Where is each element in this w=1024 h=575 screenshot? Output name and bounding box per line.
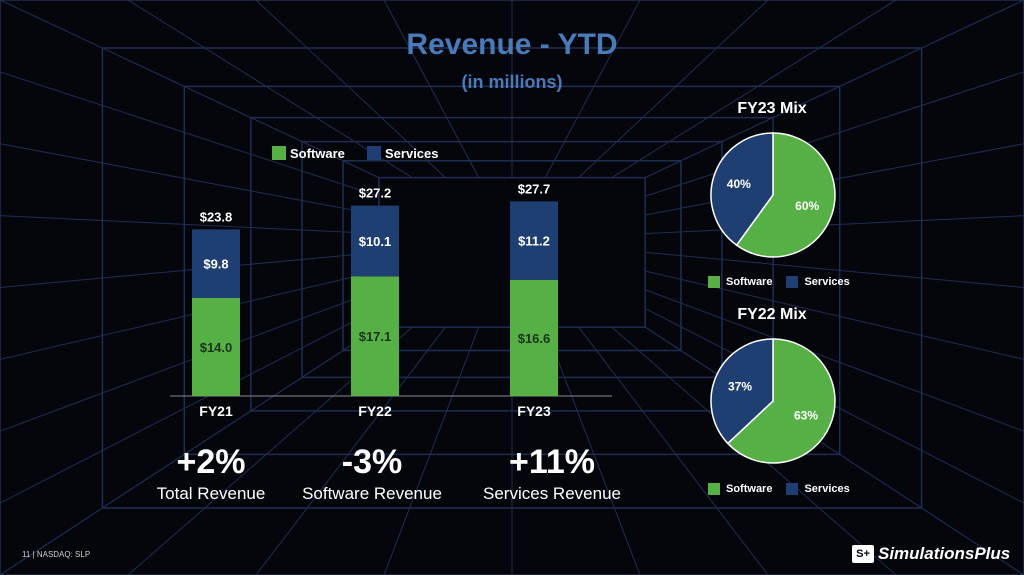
page-subtitle: (in millions) [461, 72, 563, 92]
pie-slice-software [726, 338, 836, 464]
legend-software-label: Software [290, 146, 345, 161]
legend-software-swatch [272, 146, 286, 160]
bar-software-fy23 [510, 279, 558, 396]
bar-software-fy21 [192, 298, 240, 396]
grid-ray [644, 326, 1024, 575]
pie-label-software: 60% [795, 199, 819, 213]
grid-ray [0, 270, 379, 360]
grid-ray [645, 215, 1024, 235]
fy22-mix-legend: Software Services [708, 483, 864, 495]
grid-ray [0, 251, 379, 288]
grid-ray [255, 0, 446, 178]
grid-ray [644, 0, 1024, 179]
fy23-mix-legend: Software Services [708, 276, 864, 288]
software-swatch [708, 483, 720, 495]
grid-ray [578, 326, 769, 575]
kpi-value: +11% [508, 443, 596, 481]
grid-ray [127, 0, 413, 179]
kpi-services-revenue: +11% Services Revenue [462, 442, 642, 504]
kpi-total-revenue: +2% Total Revenue [121, 442, 301, 504]
legend-software-label: Software [726, 483, 773, 495]
grid-ray [0, 289, 380, 432]
grid-ray [0, 215, 379, 235]
x-tick-label: FY23 [517, 403, 551, 419]
grid-ray [383, 326, 480, 575]
fy22-mix-title: FY22 Mix [737, 306, 807, 323]
kpi-label: Total Revenue [156, 484, 266, 503]
pie-label-services: 40% [727, 177, 751, 191]
legend-services-label: Services [385, 146, 439, 161]
data-label-total: $23.8 [200, 209, 233, 224]
grid-ray [644, 289, 1024, 432]
bar-services-fy21 [192, 229, 240, 298]
x-tick-label: FY22 [358, 403, 392, 419]
grid-ray [644, 71, 1024, 197]
pie-slice-services [710, 338, 774, 445]
grid-ray [645, 251, 1024, 288]
legend-software-label: Software [726, 276, 773, 288]
fy23-mix-title: FY23 Mix [737, 100, 807, 117]
data-label-total: $27.2 [359, 186, 392, 201]
services-swatch [786, 483, 799, 495]
revenue-stacked-bar-chart: Software Services $14.0 $9.8 $23.8 FY21 $17.1 $… [170, 146, 612, 419]
data-label-software: $14.0 [200, 340, 233, 355]
grid-ray [0, 0, 380, 179]
bar-software-fy22 [351, 276, 399, 396]
services-swatch [786, 276, 799, 288]
bar-services-fy23 [510, 201, 558, 280]
grid-ray [0, 326, 380, 575]
data-label-software: $16.6 [518, 331, 551, 346]
kpi-value: +2% [176, 443, 246, 481]
x-tick-label: FY21 [199, 403, 233, 419]
grid-ray [0, 71, 380, 197]
grid-ray [255, 326, 446, 575]
grid-ray [645, 143, 1024, 216]
kpi-label: Services Revenue [483, 484, 621, 503]
pie-label-software: 63% [794, 408, 818, 422]
bar-legend: Software Services [272, 146, 439, 161]
software-swatch [708, 276, 720, 288]
grid-ray [544, 326, 641, 575]
data-label-services: $10.1 [359, 234, 392, 249]
bar-services-fy22 [351, 205, 399, 277]
pie-slice-services [710, 132, 774, 247]
company-logo: S+ SimulationsPlus [852, 544, 1010, 564]
grid-ray [578, 0, 769, 178]
page-footer: 11 | NASDAQ: SLP [22, 550, 91, 559]
fy23-mix-pie-chart: 60% 40% [710, 132, 836, 258]
kpi-value: -3% [341, 443, 403, 481]
grid-ray [0, 143, 379, 216]
pie-slice-software [735, 132, 836, 258]
pie-label-services: 37% [728, 380, 752, 394]
grid-ray [383, 0, 480, 178]
data-label-services: $11.2 [518, 234, 550, 249]
grid-ray [544, 0, 641, 178]
grid-ray [0, 307, 380, 504]
fy22-mix-pie-chart: 63% 37% [710, 338, 836, 464]
legend-services-swatch [367, 146, 381, 160]
kpi-software-revenue: -3% Software Revenue [282, 442, 462, 504]
kpi-label: Software Revenue [302, 484, 442, 503]
grid-ray [611, 0, 897, 179]
logo-text: SimulationsPlus [878, 544, 1011, 563]
data-label-services: $9.8 [203, 257, 228, 272]
page-title: Revenue - YTD [406, 28, 618, 61]
data-label-software: $17.1 [359, 329, 392, 344]
legend-services-label: Services [804, 276, 850, 288]
data-label-total: $27.7 [518, 181, 551, 196]
logo-mark: S+ [852, 545, 874, 563]
legend-services-label: Services [804, 483, 850, 495]
